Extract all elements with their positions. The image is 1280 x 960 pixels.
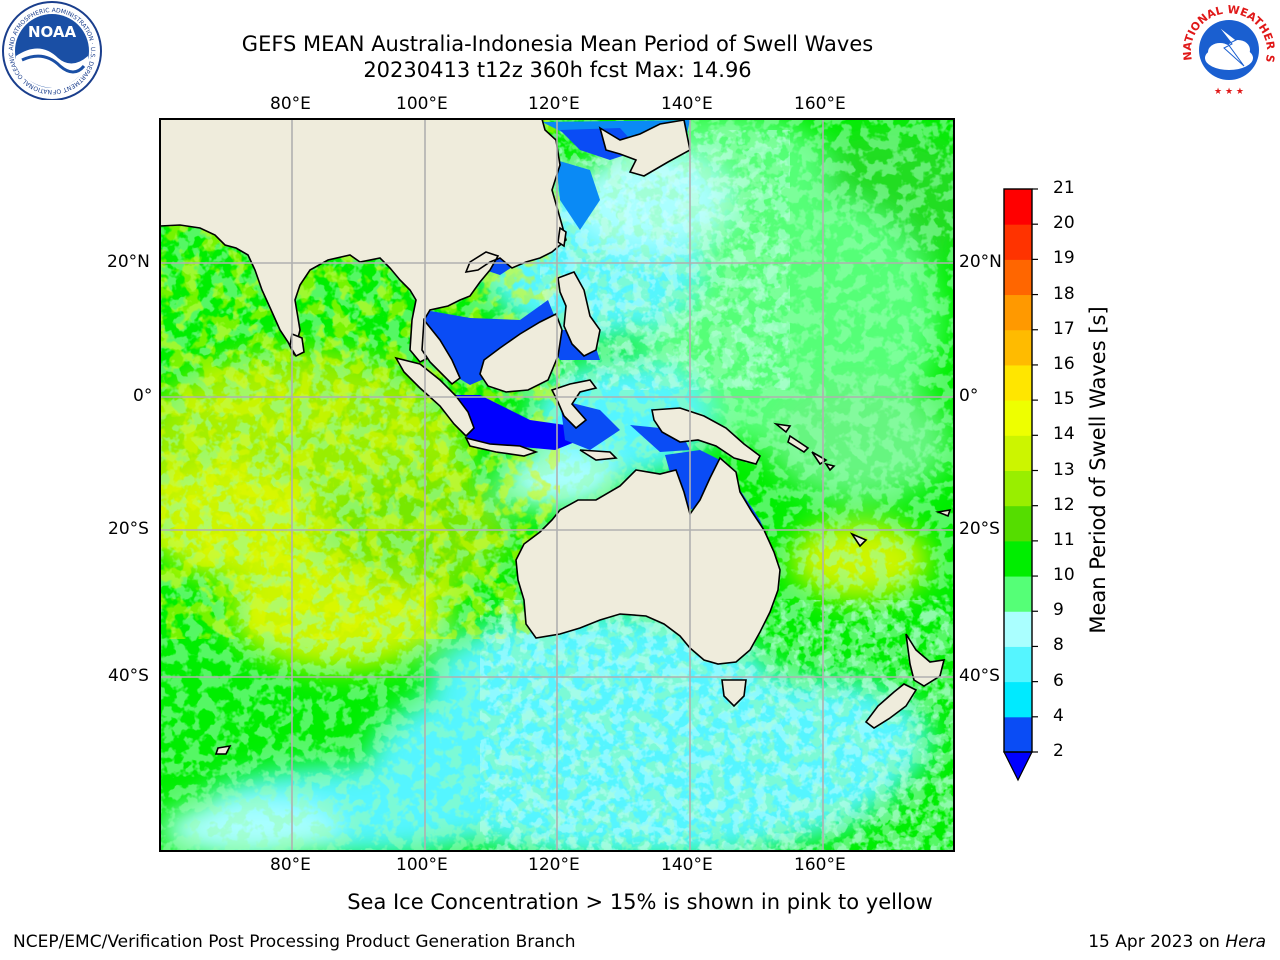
colorbar-segment [1004, 224, 1032, 260]
colorbar-segment [1004, 540, 1032, 577]
colorbar-tick-label: 13 [1053, 459, 1075, 480]
colorbar-tick-label: 14 [1053, 424, 1075, 445]
colorbar-tick-label: 18 [1053, 283, 1075, 304]
colorbar-tick-label: 19 [1053, 248, 1075, 269]
y-tick-left-20s: 20°S [108, 519, 149, 539]
x-tick-top-80e: 80°E [270, 94, 311, 114]
credit-date-text: 15 Apr 2023 on [1088, 932, 1226, 952]
x-tick-bottom-140e: 140°E [661, 855, 713, 875]
nws-logo: NATIONAL WEATHER SERVICE ★ ★ ★ [1178, 0, 1277, 98]
x-tick-bottom-160e: 160°E [794, 855, 846, 875]
y-tick-right-20n: 20°N [959, 252, 1002, 272]
colorbar-segment [1004, 681, 1032, 718]
chart-subtitle: 20230413 t12z 360h fcst Max: 14.96 [363, 58, 752, 82]
colorbar-extend-triangle [1003, 751, 1033, 782]
colorbar-segment [1004, 329, 1032, 366]
colorbar [1003, 188, 1038, 782]
y-tick-right-20s: 20°S [959, 519, 1000, 539]
sea-ice-footnote: Sea Ice Concentration > 15% is shown in … [347, 890, 933, 914]
colorbar-tick-label: 2 [1053, 741, 1064, 761]
colorbar-segment [1004, 294, 1032, 331]
x-tick-top-140e: 140°E [661, 94, 713, 114]
colorbar-segment [1004, 505, 1032, 542]
y-tick-left-40s: 40°S [108, 666, 149, 686]
noaa-text: NOAA [28, 23, 77, 41]
y-tick-left-20n: 20°N [107, 252, 150, 272]
colorbar-tick-label: 9 [1053, 600, 1064, 621]
colorbar-tick-label: 20 [1053, 213, 1075, 234]
colorbar-tick-label: 10 [1053, 565, 1075, 586]
plot-area [160, 119, 954, 851]
colorbar-label: Mean Period of Swell Waves [s] [1086, 306, 1110, 634]
credit-host: Hera [1225, 932, 1266, 952]
colorbar-tick-label: 4 [1053, 705, 1064, 726]
plot-frame [159, 118, 955, 852]
x-tick-bottom-120e: 120°E [528, 855, 580, 875]
colorbar-tick-label: 6 [1053, 670, 1064, 691]
colorbar-tick-label: 11 [1053, 529, 1075, 550]
chart-title: GEFS MEAN Australia-Indonesia Mean Perio… [241, 32, 874, 56]
colorbar-segment [1004, 364, 1032, 401]
land [160, 119, 952, 755]
x-tick-bottom-100e: 100°E [396, 855, 448, 875]
credit-organization: NCEP/EMC/Verification Post Processing Pr… [13, 932, 576, 952]
graticule [160, 119, 954, 851]
x-tick-bottom-80e: 80°E [270, 855, 311, 875]
y-tick-right-0: 0° [959, 386, 979, 406]
colorbar-segment [1004, 435, 1032, 471]
svg-text:★ ★ ★: ★ ★ ★ [1214, 87, 1244, 97]
x-tick-top-100e: 100°E [396, 94, 448, 114]
colorbar-tick-label: 8 [1053, 635, 1064, 656]
y-tick-left-0: 0° [133, 386, 153, 406]
colorbar-segment [1004, 576, 1032, 612]
colorbar-segment [1004, 189, 1032, 225]
colorbar-segment [1004, 259, 1032, 296]
colorbar-segment [1004, 400, 1032, 436]
colorbar-tick-label: 17 [1053, 318, 1075, 339]
credit-date: 15 Apr 2023 on Hera [1088, 932, 1266, 952]
colorbar-tick-label: 12 [1053, 494, 1075, 515]
colorbar-segment [1004, 716, 1032, 753]
colorbar-tick-label: 16 [1053, 353, 1075, 374]
noaa-logo: NATIONAL OCEANIC AND ATMOSPHERIC ADMINIS… [0, 0, 102, 100]
x-tick-top-160e: 160°E [794, 94, 846, 114]
colorbar-segment [1004, 470, 1032, 507]
colorbar-tick-label: 21 [1053, 178, 1075, 198]
colorbar-tick-label: 15 [1053, 389, 1075, 410]
colorbar-segment [1004, 646, 1032, 683]
x-tick-top-120e: 120°E [528, 94, 580, 114]
y-tick-right-40s: 40°S [959, 666, 1000, 686]
colorbar-segment [1004, 611, 1032, 647]
